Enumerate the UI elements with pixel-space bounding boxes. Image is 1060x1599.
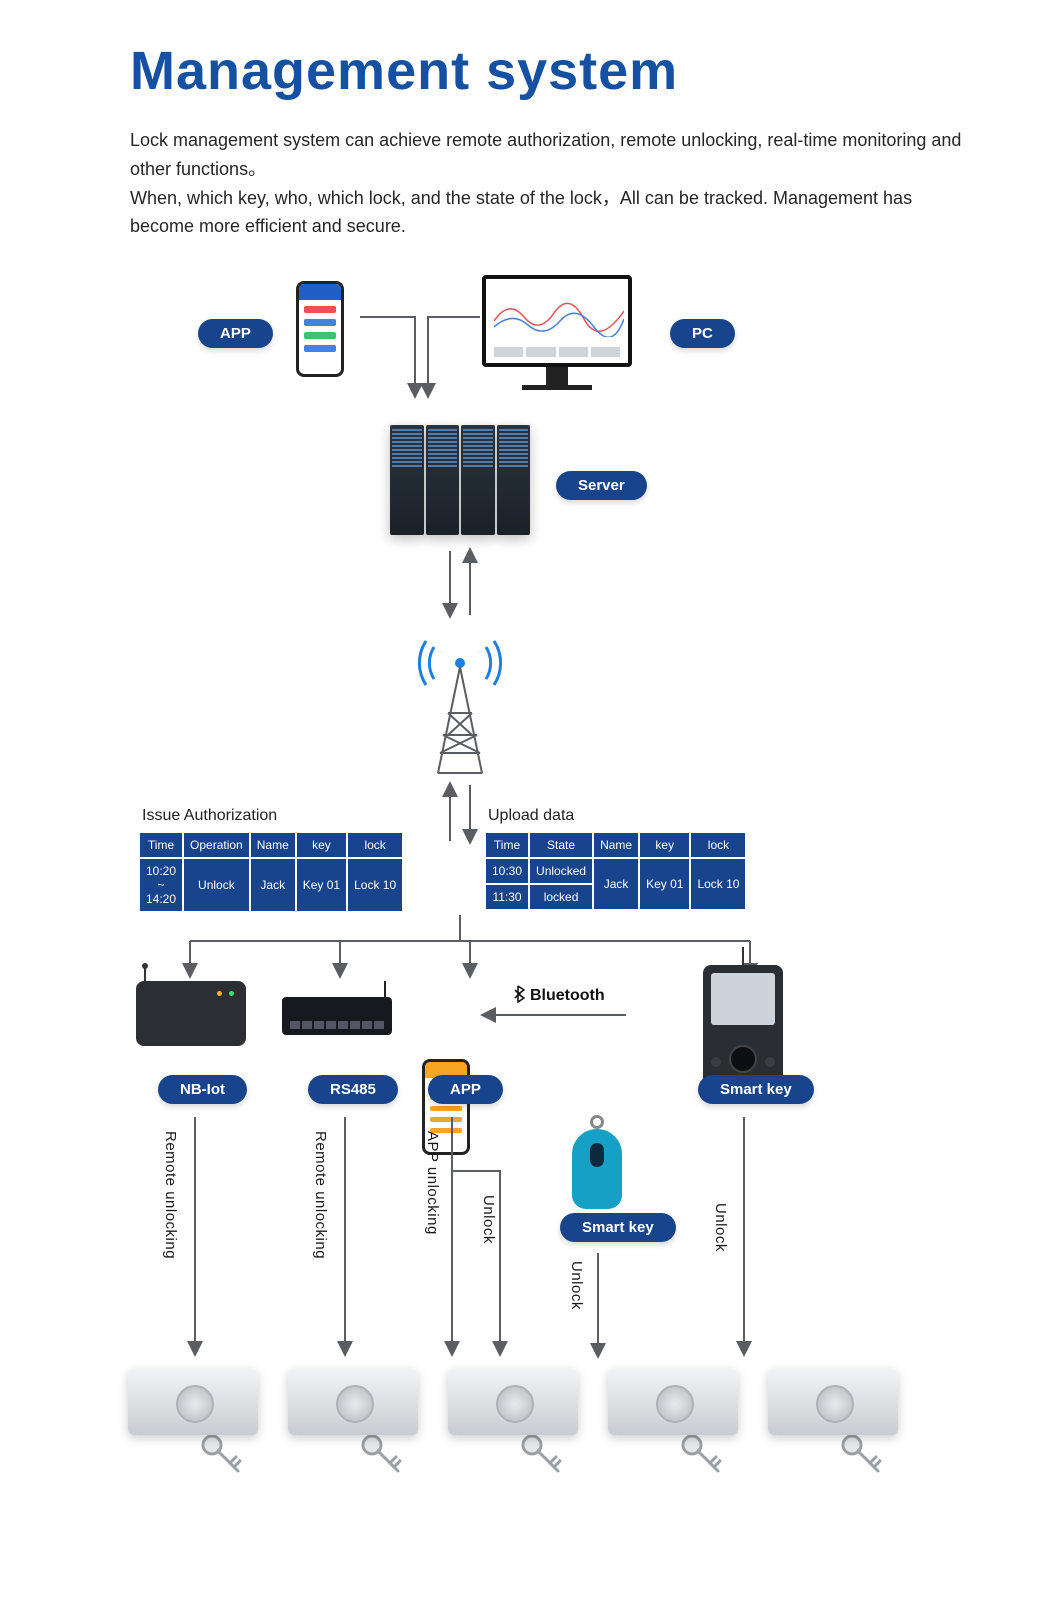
- lock-icon: [278, 1369, 428, 1477]
- arrow-app-to-fob: [478, 1065, 648, 1165]
- arrow-phone-fob: [486, 1019, 646, 1159]
- lock-icon: [758, 1369, 908, 1477]
- phone-top-icon: [296, 281, 344, 377]
- cell-tower-icon: [410, 625, 510, 780]
- description: Lock management system can achieve remot…: [130, 126, 970, 241]
- upload-data-table: TimeStateNamekeylock10:30UnlockedJackKey…: [484, 831, 747, 911]
- nbiot-device-icon: [136, 981, 246, 1046]
- arrow-nbiot-lock: [185, 1111, 205, 1361]
- label-issue-auth: Issue Authorization: [142, 807, 277, 825]
- pill-rs485: RS485: [308, 1075, 398, 1104]
- vlabel-nbiot: Remote unlocking: [162, 1131, 179, 1259]
- locks-row: [118, 1369, 908, 1477]
- arrow-server-tower: [430, 545, 490, 625]
- pill-smartkey-fob: Smart key: [560, 1213, 676, 1242]
- pill-server: Server: [556, 471, 647, 500]
- lock-icon: [118, 1369, 268, 1477]
- arrow-app-down: [350, 295, 484, 405]
- diagram-canvas: APP PC: [110, 275, 910, 1495]
- smartkey-device-icon: [703, 947, 783, 1085]
- lock-icon: [438, 1369, 588, 1477]
- monitor-icon: [482, 275, 632, 390]
- vlabel-unlock1: Unlock: [480, 1195, 497, 1244]
- pill-nbiot: NB-Iot: [158, 1075, 247, 1104]
- arrow-tower-tables: [430, 779, 490, 849]
- page-title: Management system: [130, 40, 970, 102]
- arrow-smartkey-lock: [734, 1111, 754, 1361]
- pill-app2: APP: [428, 1075, 503, 1104]
- vlabel-unlock2: Unlock: [568, 1261, 585, 1310]
- smartkey-fob-icon: [572, 1115, 622, 1209]
- pill-pc: PC: [670, 319, 735, 348]
- arrow-rs485-lock: [335, 1111, 355, 1361]
- vlabel-app: APP unlocking: [424, 1131, 441, 1235]
- rs485-device-icon: [282, 997, 392, 1035]
- issue-auth-table: TimeOperationNamekeylock10:20~14:20Unloc…: [138, 831, 404, 913]
- label-upload-data: Upload data: [488, 807, 574, 825]
- vlabel-unlock3: Unlock: [712, 1203, 729, 1252]
- lock-icon: [598, 1369, 748, 1477]
- bluetooth-label: Bluetooth: [514, 985, 605, 1005]
- vlabel-rs485: Remote unlocking: [312, 1131, 329, 1259]
- arrow-fob-lock: [588, 1247, 608, 1363]
- server-icon: [390, 425, 530, 535]
- pill-smartkey-dev: Smart key: [698, 1075, 814, 1104]
- pill-app: APP: [198, 319, 273, 348]
